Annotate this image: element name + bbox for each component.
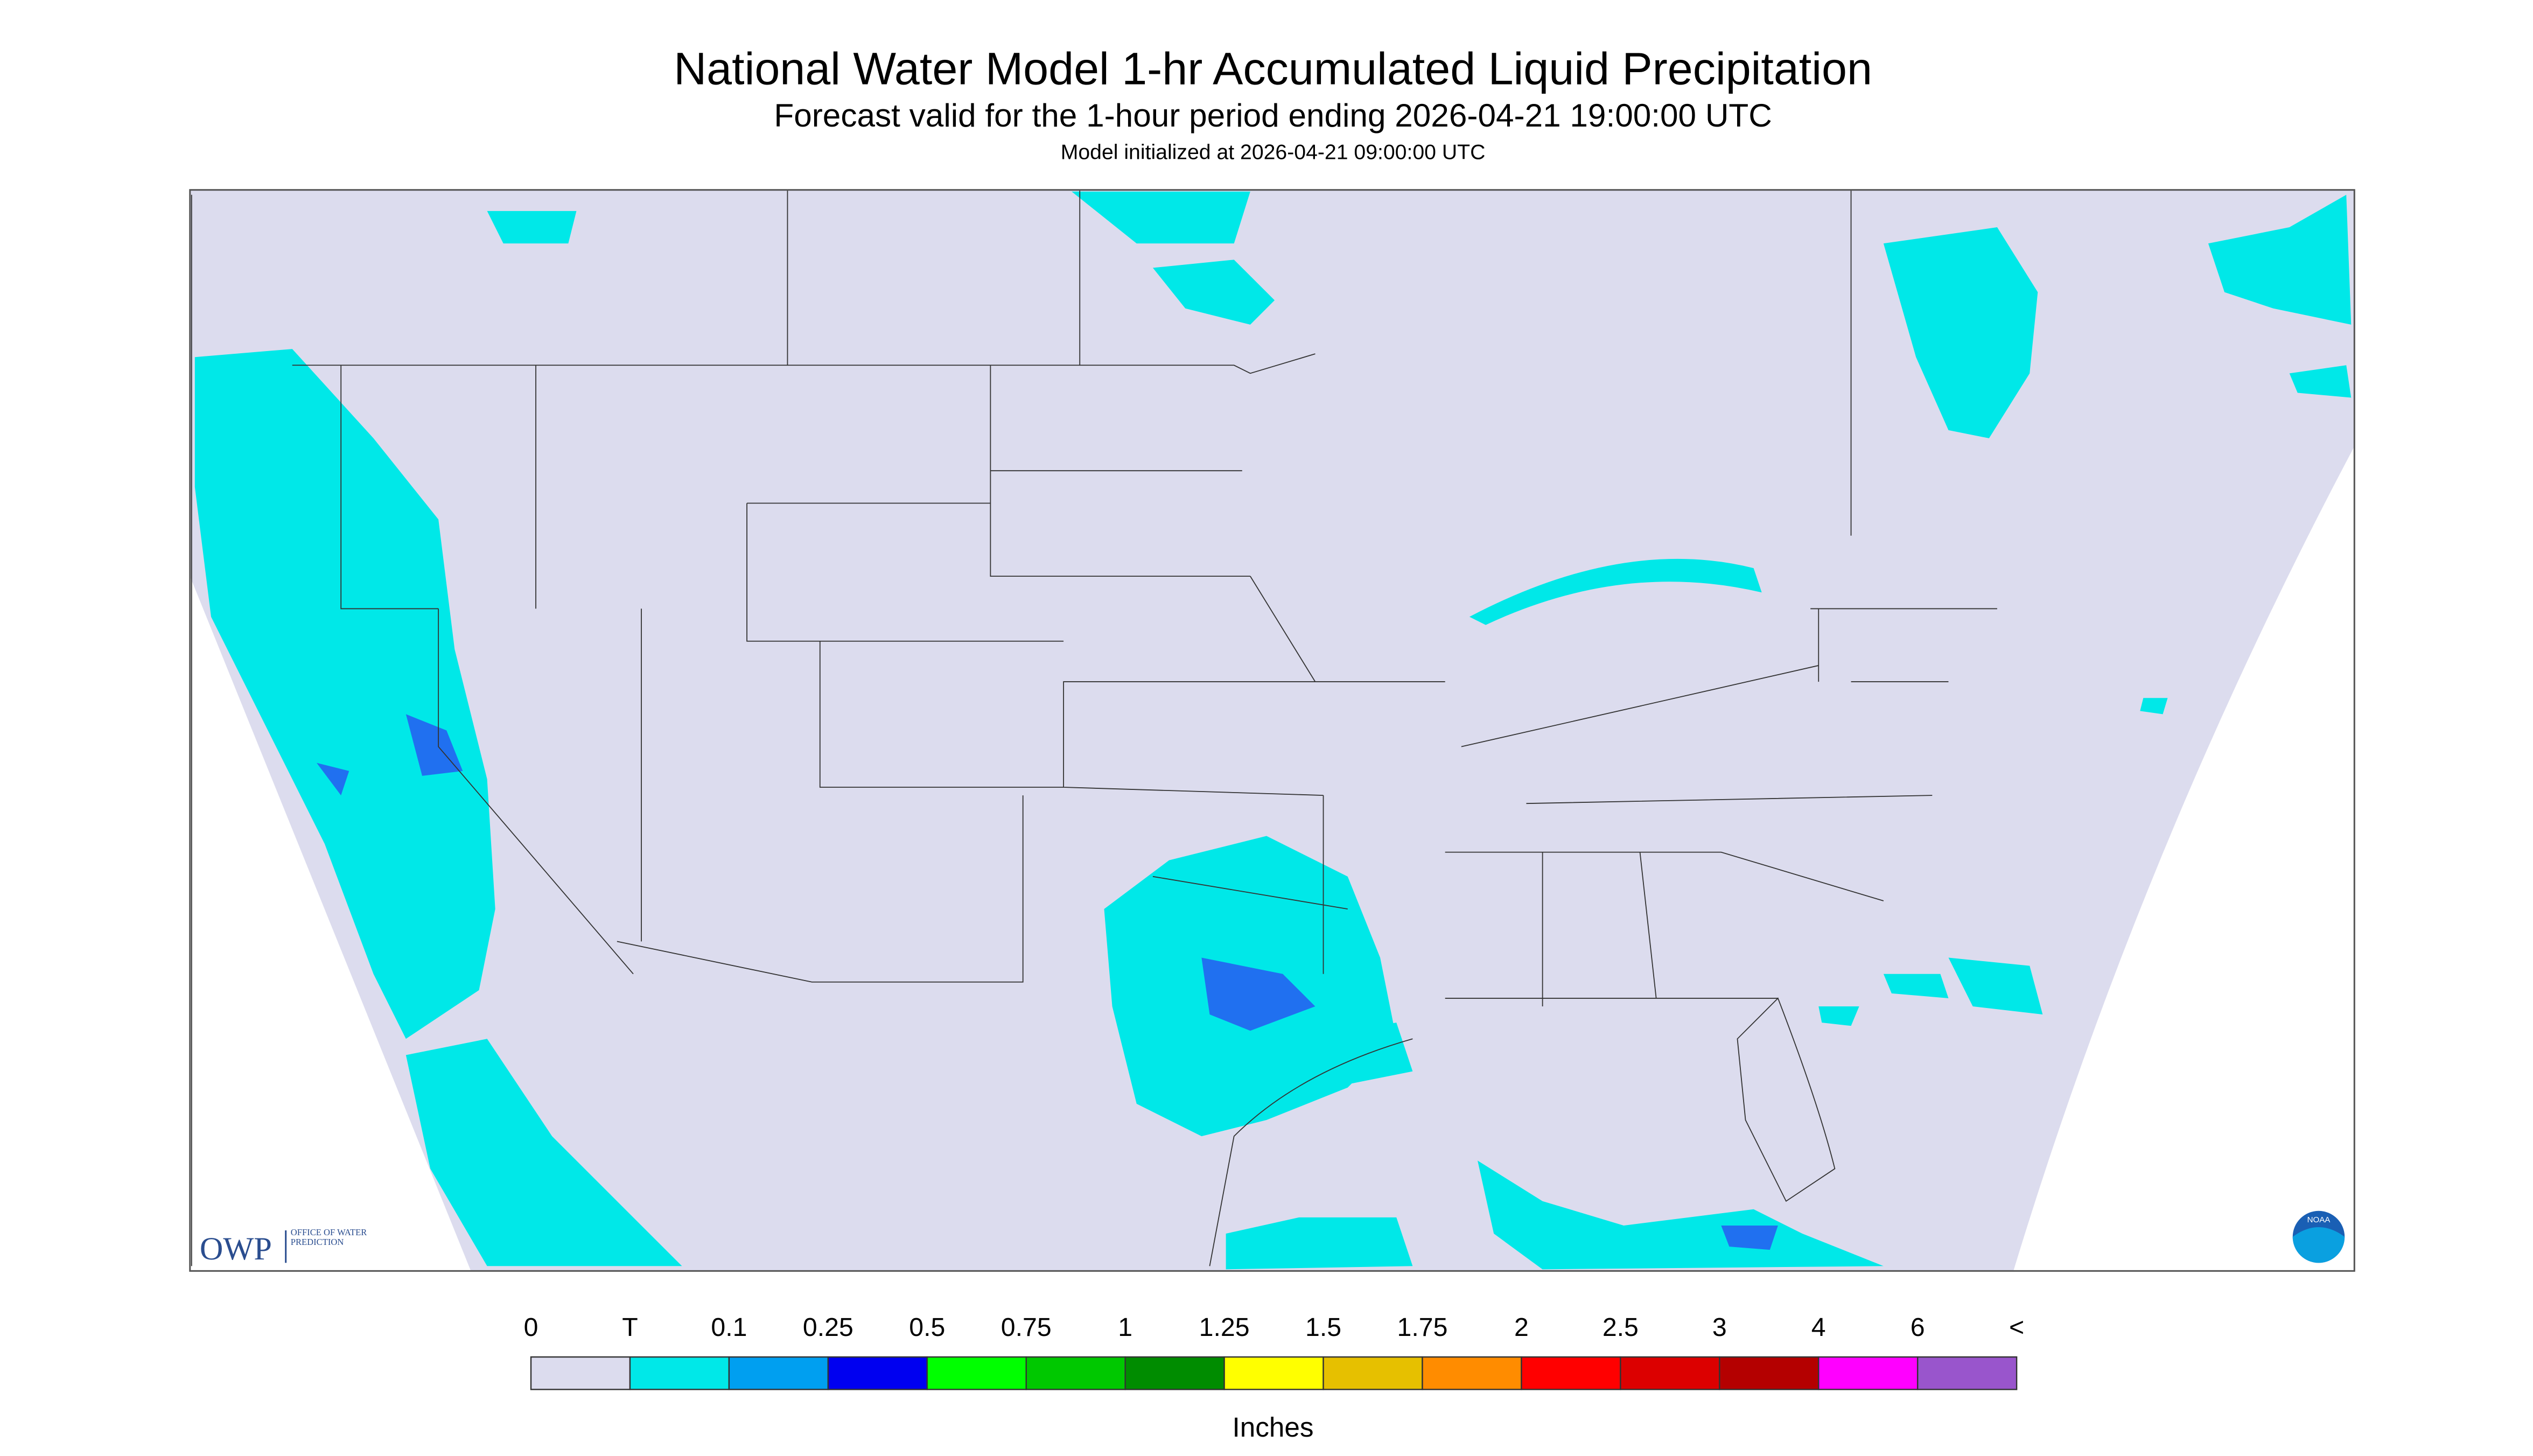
legend-unit: Inches: [1233, 1412, 1314, 1443]
legend-label: 0.75: [1001, 1313, 1052, 1342]
legend-label: <: [2009, 1313, 2024, 1342]
legend-label: 0.25: [803, 1313, 853, 1342]
legend-label: 1: [1118, 1313, 1132, 1342]
legend-swatch: [1323, 1356, 1423, 1390]
legend-label: 0.5: [909, 1313, 945, 1342]
owp-mark: OWP: [200, 1231, 272, 1267]
legend-label: 1.5: [1305, 1313, 1341, 1342]
title: National Water Model 1-hr Accumulated Li…: [674, 44, 1872, 94]
noaa-logo: NOAA: [2292, 1210, 2345, 1263]
legend-swatch: [530, 1356, 631, 1390]
legend-swatch: [1521, 1356, 1621, 1390]
legend-label: 1.25: [1199, 1313, 1250, 1342]
legend-label: 6: [1911, 1313, 1925, 1342]
legend-swatch: [1124, 1356, 1225, 1390]
legend-swatch: [1422, 1356, 1522, 1390]
legend-swatch: [1818, 1356, 1919, 1390]
legend-swatch: [1223, 1356, 1324, 1390]
legend-swatch: [728, 1356, 829, 1390]
init-time: Model initialized at 2026-04-21 09:00:00…: [1061, 141, 1486, 164]
legend-swatch: [1620, 1356, 1720, 1390]
legend-label: 1.75: [1397, 1313, 1448, 1342]
legend-label: T: [622, 1313, 638, 1342]
legend-swatch: [1025, 1356, 1126, 1390]
subtitle: Forecast valid for the 1-hour period end…: [774, 97, 1772, 134]
legend-swatch: [629, 1356, 730, 1390]
noaa-mark: NOAA: [2307, 1215, 2331, 1224]
legend-swatch: [1916, 1356, 2018, 1390]
legend-label: 0.1: [711, 1313, 747, 1342]
owp-text: OFFICE OF WATER PREDICTION: [290, 1228, 367, 1249]
legend-label: 0: [524, 1313, 538, 1342]
legend-label: 2.5: [1603, 1313, 1639, 1342]
legend-label: 3: [1712, 1313, 1727, 1342]
legend-swatch: [926, 1356, 1027, 1390]
legend-label: 4: [1811, 1313, 1826, 1342]
legend-label: 2: [1514, 1313, 1529, 1342]
map: [189, 189, 2355, 1272]
legend-swatch: [1719, 1356, 1820, 1390]
legend: 0 T 0.1 0.25 0.5 0.75 1 1.25 1.5 1.75 2 2.5 3 4 6 <: [524, 1313, 2024, 1390]
owp-logo: OWP OFFICE OF WATER PREDICTION: [200, 1228, 367, 1267]
legend-swatch: [827, 1356, 928, 1390]
